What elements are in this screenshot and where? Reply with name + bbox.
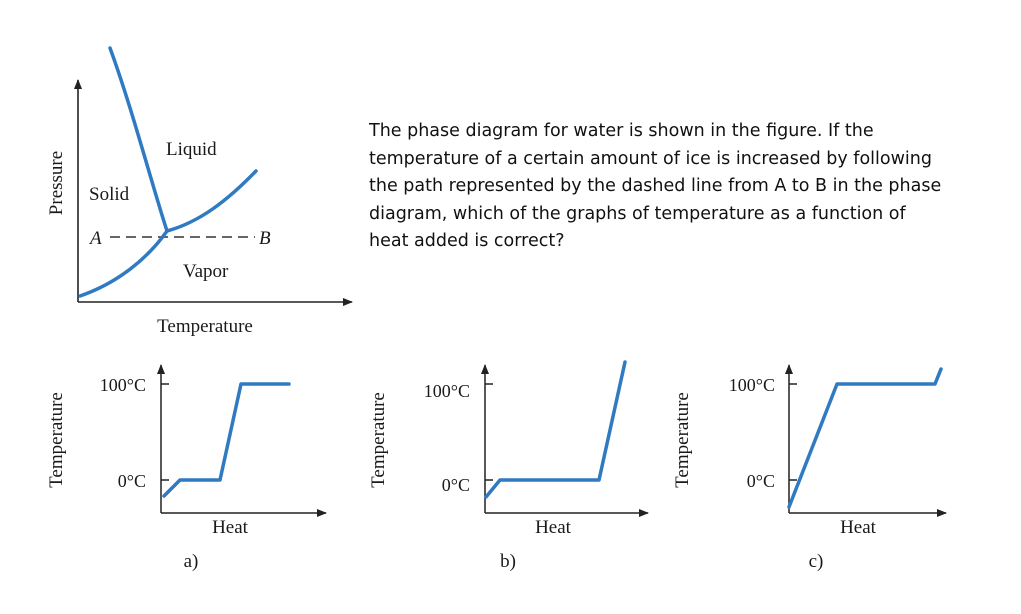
question-line: the path represented by the dashed line … (369, 176, 942, 196)
question-text: The phase diagram for water is shown in … (369, 118, 969, 256)
graph-a-y-label: Temperature (46, 392, 67, 488)
graph-a-tick-low-label: 0°C (118, 471, 146, 491)
graph-c-label: c) (809, 551, 824, 572)
solid-liquid-boundary (108, 46, 169, 233)
solid-vapor-boundary (78, 229, 169, 298)
graph-b-tick-low-label: 0°C (442, 475, 470, 495)
graph-c-curve (787, 367, 943, 509)
point-a-label: A (88, 228, 102, 249)
graph-c-y-label: Temperature (672, 392, 693, 488)
graph-b: 100°C 0°C Temperature Heat b) (368, 360, 649, 572)
graph-a-x-label: Heat (212, 517, 249, 538)
phase-y-axis-label: Pressure (46, 151, 67, 215)
phase-diagram: Pressure Temperature Liquid Solid Vapor … (46, 46, 353, 337)
question-line: heat added is correct? (369, 231, 565, 251)
liquid-vapor-boundary (165, 169, 258, 233)
graph-c: 100°C 0°C Temperature Heat c) (672, 364, 947, 572)
graph-a: 100°C 0°C Temperature Heat a) (46, 364, 327, 572)
graph-c-tick-low-label: 0°C (747, 471, 775, 491)
question-line: diagram, which of the graphs of temperat… (369, 203, 906, 224)
graph-b-x-label: Heat (535, 517, 572, 538)
graph-a-curve (162, 382, 291, 498)
region-liquid-label: Liquid (166, 139, 217, 160)
graph-c-tick-high-label: 100°C (729, 375, 775, 395)
graph-c-x-label: Heat (840, 517, 877, 538)
graph-a-tick-high-label: 100°C (100, 375, 146, 395)
graph-b-curve (484, 360, 627, 499)
graph-b-y-label: Temperature (368, 392, 389, 488)
question-line: The phase diagram for water is shown in … (369, 121, 874, 141)
graph-a-label: a) (184, 551, 199, 572)
graph-b-tick-high-label: 100°C (424, 381, 470, 401)
point-b-label: B (259, 228, 271, 249)
question-line: temperature of a certain amount of ice i… (369, 148, 932, 169)
region-solid-label: Solid (89, 184, 130, 205)
region-vapor-label: Vapor (183, 261, 229, 282)
graph-b-label: b) (500, 551, 516, 572)
phase-x-axis-label: Temperature (157, 316, 253, 337)
